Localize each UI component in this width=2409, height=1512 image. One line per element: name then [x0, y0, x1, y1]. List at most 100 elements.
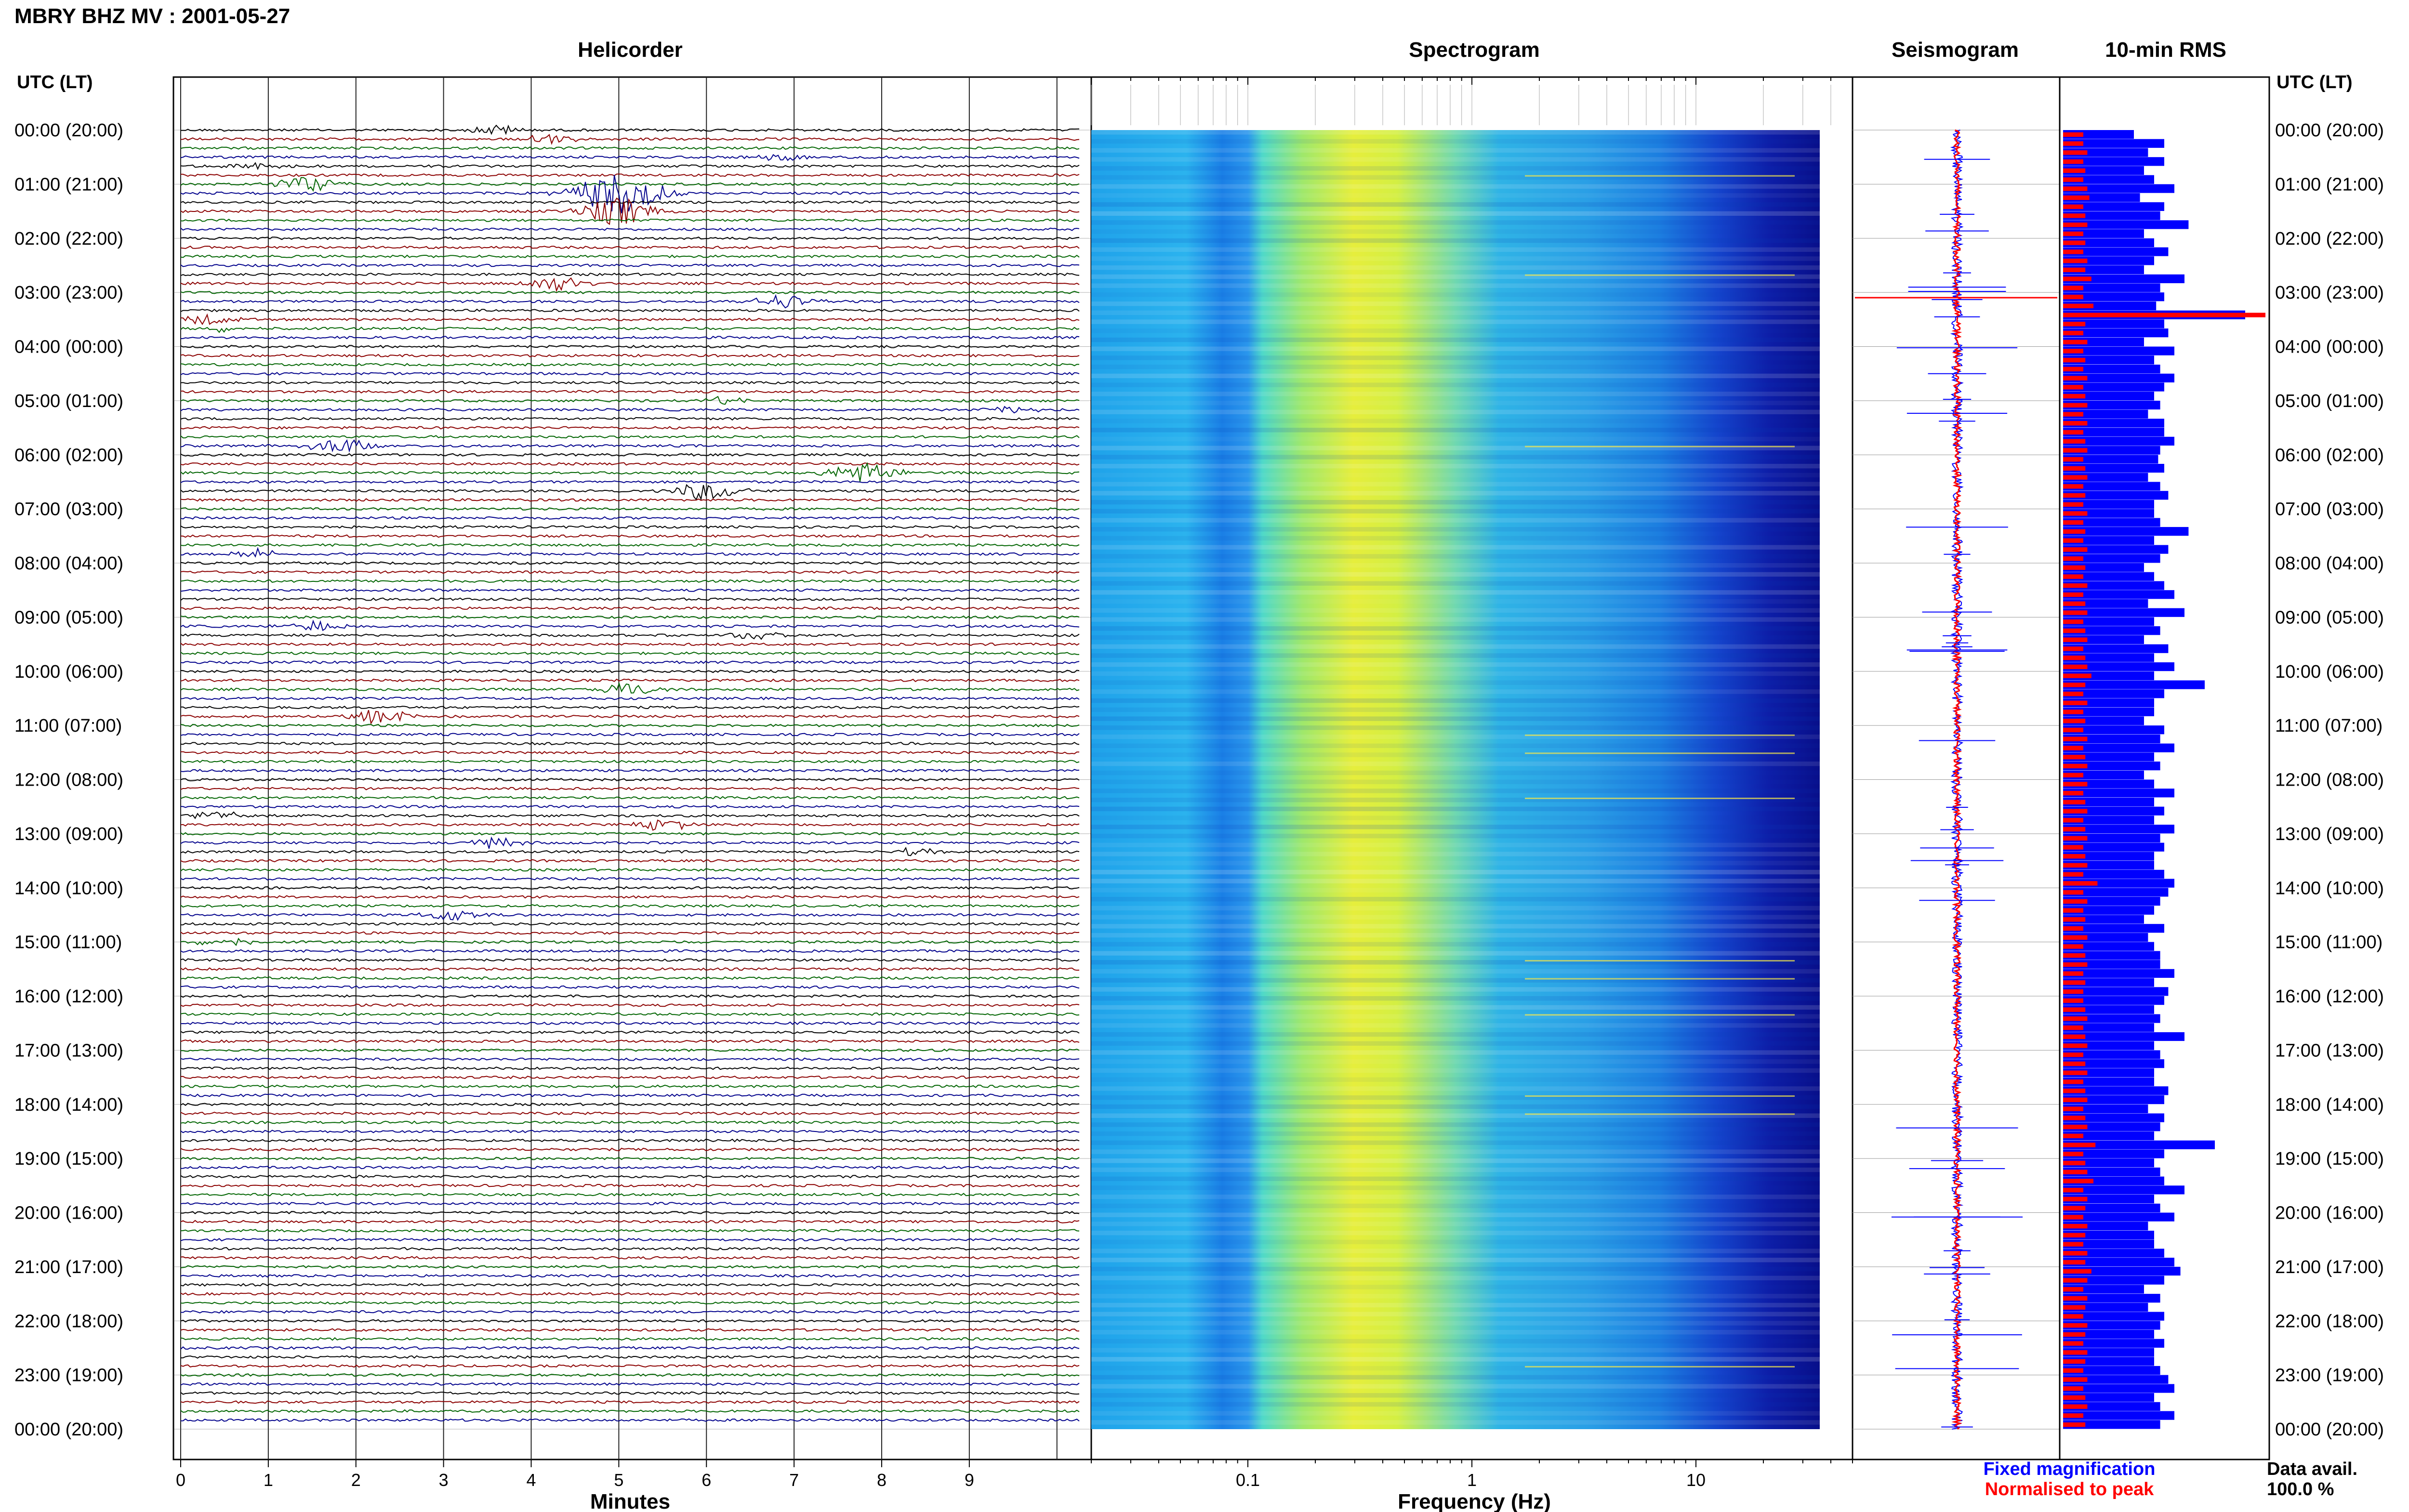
rms-bar-normalised [2063, 1260, 2086, 1265]
spectrogram-row [1091, 455, 1820, 460]
rms-bar-normalised [2063, 1269, 2091, 1274]
rms-bar-fixed [2063, 662, 2174, 671]
rms-bar-normalised [2063, 313, 2265, 317]
rms-bar-fixed [2063, 924, 2164, 933]
spectrogram-row [1091, 184, 1820, 189]
rms-bar-fixed [2063, 274, 2184, 283]
helicorder-trace-line [180, 390, 1080, 394]
spectrogram-row [1091, 509, 1820, 513]
spectrogram-row [1091, 1384, 1820, 1389]
rms-bar-normalised [2063, 1152, 2083, 1157]
spectrogram-row [1091, 716, 1820, 721]
rms-bar-normalised [2063, 1097, 2088, 1103]
spectrogram-row [1091, 554, 1820, 559]
rms-bar-fixed [2063, 329, 2169, 338]
helicorder-x-tick-label: 1 [264, 1470, 273, 1490]
rms-bar-normalised [2063, 1143, 2096, 1147]
rms-bar-normalised [2063, 276, 2091, 281]
helicorder-trace-line [180, 462, 1080, 482]
rms-bar-fixed [2063, 392, 2154, 401]
spectrogram-row [1091, 1068, 1820, 1073]
spectrogram-row [1091, 473, 1820, 478]
rms-bar-normalised [2063, 1413, 2083, 1418]
rms-bar-normalised [2063, 1251, 2088, 1256]
helicorder-trace-line [180, 1130, 1080, 1133]
spectrogram-row [1091, 572, 1820, 577]
spectrogram-row [1091, 247, 1820, 252]
helicorder-trace-line [180, 1265, 1080, 1269]
rms-bar-fixed [2063, 184, 2174, 193]
spectrogram-row [1091, 635, 1820, 640]
helicorder-trace-line [180, 1400, 1080, 1404]
rms-bar-fixed [2063, 1104, 2148, 1113]
rms-bar-fixed [2063, 518, 2160, 527]
helicorder-trace-line [180, 958, 1080, 962]
time-label-left: 11:00 (07:00) [14, 716, 122, 736]
rms-bar-normalised [2063, 1188, 2083, 1193]
spectrogram-row [1091, 1113, 1820, 1118]
helicorder-trace-line [180, 760, 1080, 763]
helicorder-trace-line [180, 678, 1080, 683]
helicorder-trace-line [180, 859, 1080, 863]
rms-bar-normalised [2063, 1206, 2086, 1210]
rms-bar-normalised [2063, 683, 2086, 687]
rms-bar-normalised [2063, 710, 2083, 714]
rms-bar-fixed [2063, 1393, 2154, 1402]
rms-bar-normalised [2063, 646, 2083, 651]
rms-bar-fixed [2063, 1357, 2154, 1366]
helicorder-trace-line [180, 453, 1080, 457]
spectrogram-row [1091, 166, 1820, 171]
spectrogram-row [1091, 536, 1820, 541]
rms-bar-normalised [2063, 664, 2088, 670]
helicorder-trace-line [180, 516, 1080, 520]
spectrogram-row [1091, 915, 1820, 920]
rms-bar-normalised [2063, 213, 2086, 218]
rms-bar-normalised [2063, 809, 2088, 814]
rms-bar-normalised [2063, 746, 2083, 750]
spectrogram-line [1525, 1113, 1795, 1115]
spectrogram-row [1091, 1203, 1820, 1209]
rms-bar-normalised [2063, 1160, 2086, 1166]
helicorder-trace-line [180, 985, 1080, 989]
rms-bar-normalised [2063, 727, 2083, 733]
helicorder-trace-line [180, 994, 1080, 998]
helicorder-trace-line [180, 1346, 1080, 1350]
spectrogram-row [1091, 608, 1820, 613]
spectrogram-row [1091, 139, 1820, 144]
spectrogram-row [1091, 1195, 1820, 1199]
helicorder-trace-line [180, 344, 1080, 349]
spectrogram-row [1091, 806, 1820, 812]
helicorder-trace-line [180, 175, 1080, 213]
time-label-right: 22:00 (18:00) [2275, 1311, 2384, 1331]
spectrogram-row [1091, 1366, 1820, 1371]
data-avail-value: 100.0 % [2267, 1479, 2334, 1499]
helicorder-frame [172, 76, 1092, 1460]
rms-bar-normalised [2063, 466, 2086, 471]
helicorder-trace-line [180, 1373, 1080, 1377]
rms-bar-normalised [2063, 223, 2088, 227]
helicorder-trace-line [180, 1012, 1080, 1016]
rms-bar-normalised [2063, 971, 2083, 976]
helicorder-trace-line [180, 886, 1080, 890]
helicorder-trace-line [180, 133, 1080, 145]
rms-bar-normalised [2063, 258, 2088, 263]
rms-bar-fixed [2063, 1203, 2160, 1212]
spectrogram-row [1091, 779, 1820, 784]
rms-bar-normalised [2063, 204, 2083, 209]
helicorder-trace-line [180, 227, 1080, 231]
rms-bar-fixed [2063, 220, 2189, 229]
spectrogram-row [1091, 1086, 1820, 1091]
time-label-right: 23:00 (19:00) [2275, 1366, 2384, 1386]
station-title: MBRY BHZ MV : 2001-05-27 [14, 4, 290, 28]
spectrogram-row [1091, 1302, 1820, 1308]
rms-bar-fixed [2063, 590, 2174, 599]
rms-bar-fixed [2063, 825, 2174, 834]
helicorder-trace-line [180, 1157, 1080, 1160]
rms-bar-normalised [2063, 1332, 2086, 1337]
rms-bar-normalised [2063, 195, 2090, 200]
spectrogram-row [1091, 888, 1820, 893]
spectrogram-x-tick-label: 10 [1686, 1470, 1706, 1490]
rms-bar-fixed [2063, 617, 2154, 626]
rms-bar-fixed [2063, 1077, 2154, 1086]
